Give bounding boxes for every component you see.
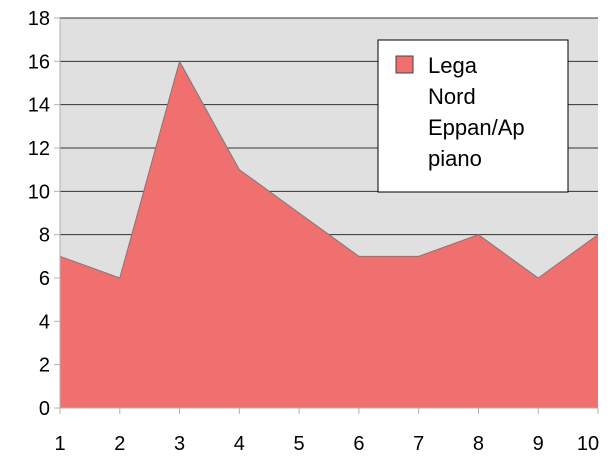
y-tick-label: 8 — [39, 225, 50, 247]
y-tick-label: 6 — [39, 268, 50, 290]
x-tick-label: 8 — [473, 433, 484, 455]
legend-label-line: Lega — [428, 53, 478, 78]
series-line — [59, 60, 599, 279]
axes — [59, 18, 598, 409]
x-tick-label: 1 — [54, 433, 65, 455]
y-tick-label: 2 — [39, 355, 50, 377]
legend-label-line: piano — [428, 146, 482, 171]
x-tick-label: 5 — [294, 433, 305, 455]
y-tick-label: 16 — [28, 51, 50, 73]
x-tick-label: 3 — [174, 433, 185, 455]
x-tick-label: 4 — [234, 433, 245, 455]
x-tick-label: 6 — [353, 433, 364, 455]
y-tick-label: 12 — [28, 138, 50, 160]
y-tick-label: 0 — [39, 398, 50, 420]
y-axis-ticks: 0 2 4 6 8 10 12 14 16 18 — [28, 8, 60, 420]
legend: Lega Nord Eppan/Ap piano — [377, 39, 569, 193]
x-axis-ticks: 1 2 3 4 5 6 7 8 9 10 — [54, 408, 599, 455]
legend-label-line: Eppan/Ap — [428, 115, 525, 140]
series-area — [60, 61, 598, 408]
y-tick-label: 4 — [39, 311, 50, 333]
x-tick-label: 9 — [533, 433, 544, 455]
legend-swatch — [395, 55, 414, 74]
y-tick-label: 18 — [28, 8, 50, 30]
y-tick-label: 14 — [28, 95, 50, 117]
x-tick-label: 2 — [114, 433, 125, 455]
y-tick-label: 10 — [28, 181, 50, 203]
x-tick-label: 7 — [413, 433, 424, 455]
x-tick-label: 10 — [577, 433, 599, 455]
legend-label-line: Nord — [428, 84, 476, 109]
